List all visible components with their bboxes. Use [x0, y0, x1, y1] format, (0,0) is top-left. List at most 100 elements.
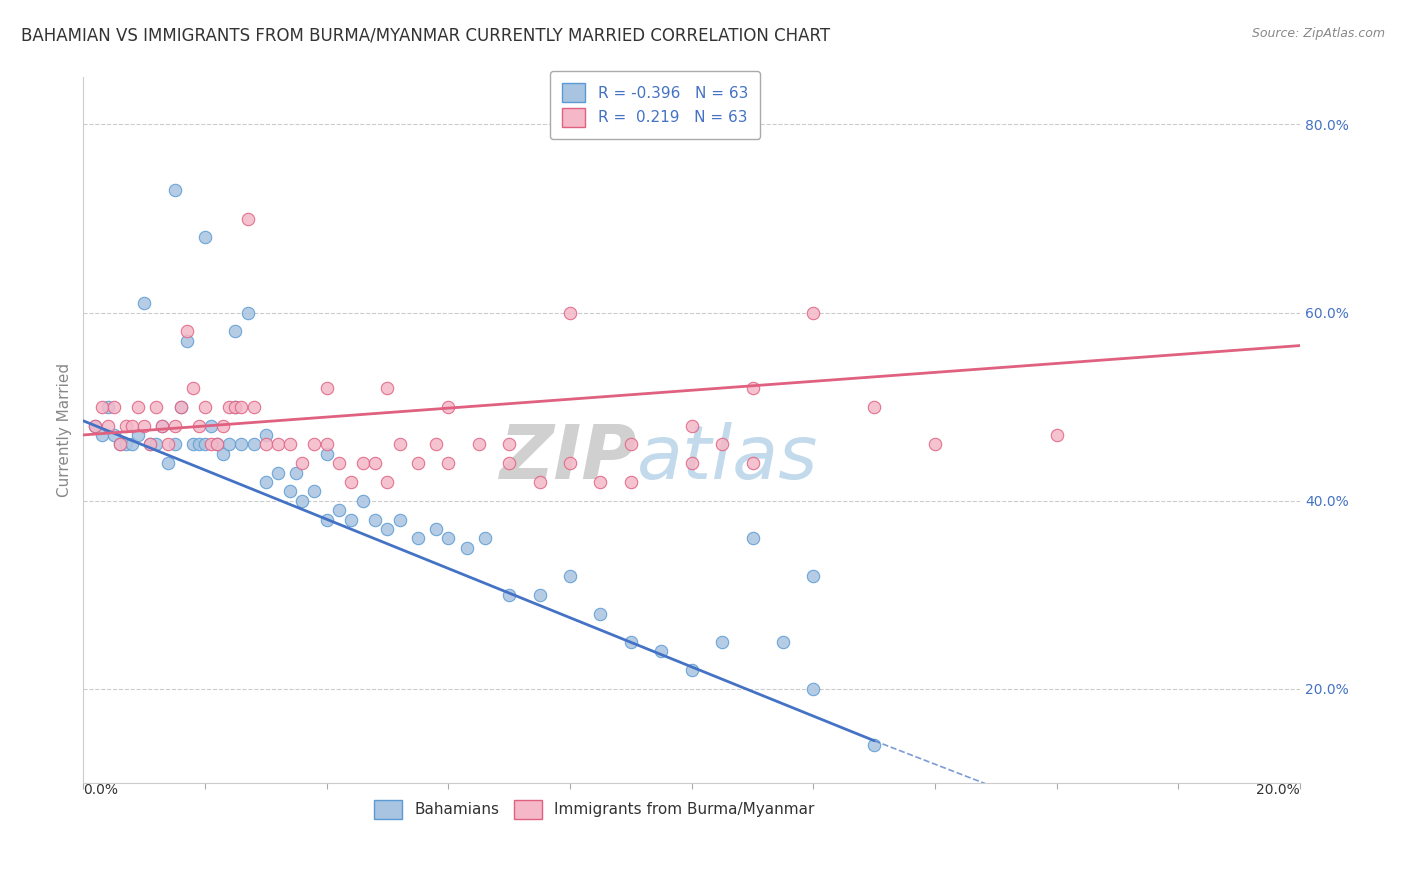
- Point: [115, 418, 138, 433]
- Point: [437, 532, 460, 546]
- Point: [741, 456, 763, 470]
- Text: 0.0%: 0.0%: [83, 783, 118, 797]
- Point: [291, 493, 314, 508]
- Point: [90, 400, 112, 414]
- Point: [437, 400, 460, 414]
- Point: [620, 437, 643, 451]
- Point: [150, 418, 173, 433]
- Point: [139, 437, 162, 451]
- Point: [145, 400, 167, 414]
- Point: [340, 475, 363, 489]
- Point: [236, 211, 259, 226]
- Point: [498, 437, 520, 451]
- Point: [157, 437, 180, 451]
- Point: [200, 418, 222, 433]
- Point: [127, 400, 149, 414]
- Point: [205, 437, 228, 451]
- Point: [194, 400, 217, 414]
- Point: [176, 334, 198, 348]
- Point: [108, 437, 131, 451]
- Point: [340, 513, 363, 527]
- Point: [285, 466, 308, 480]
- Point: [406, 456, 429, 470]
- Point: [103, 400, 125, 414]
- Point: [163, 437, 186, 451]
- Point: [97, 400, 120, 414]
- Point: [90, 428, 112, 442]
- Point: [236, 305, 259, 319]
- Point: [1046, 428, 1069, 442]
- Point: [529, 475, 551, 489]
- Point: [200, 437, 222, 451]
- Point: [304, 437, 326, 451]
- Point: [315, 447, 337, 461]
- Point: [772, 635, 794, 649]
- Point: [589, 475, 612, 489]
- Point: [187, 418, 209, 433]
- Point: [352, 456, 374, 470]
- Point: [187, 437, 209, 451]
- Point: [437, 456, 460, 470]
- Point: [681, 663, 703, 677]
- Point: [924, 437, 946, 451]
- Point: [163, 418, 186, 433]
- Point: [406, 532, 429, 546]
- Point: [863, 400, 886, 414]
- Point: [134, 418, 156, 433]
- Point: [681, 456, 703, 470]
- Point: [231, 400, 253, 414]
- Point: [498, 588, 520, 602]
- Point: [328, 456, 350, 470]
- Point: [121, 418, 143, 433]
- Point: [84, 418, 107, 433]
- Point: [388, 513, 411, 527]
- Point: [352, 493, 374, 508]
- Point: [97, 418, 120, 433]
- Point: [801, 681, 824, 696]
- Point: [224, 400, 246, 414]
- Point: [218, 437, 240, 451]
- Point: [84, 418, 107, 433]
- Point: [589, 607, 612, 621]
- Point: [254, 437, 277, 451]
- Point: [681, 418, 703, 433]
- Point: [711, 635, 734, 649]
- Point: [741, 381, 763, 395]
- Point: [115, 437, 138, 451]
- Point: [254, 475, 277, 489]
- Point: [388, 437, 411, 451]
- Point: [127, 428, 149, 442]
- Point: [139, 437, 162, 451]
- Point: [291, 456, 314, 470]
- Point: [425, 522, 447, 536]
- Point: [558, 305, 581, 319]
- Point: [425, 437, 447, 451]
- Point: [169, 400, 191, 414]
- Point: [377, 522, 399, 536]
- Point: [529, 588, 551, 602]
- Point: [711, 437, 734, 451]
- Point: [176, 325, 198, 339]
- Point: [145, 437, 167, 451]
- Point: [254, 428, 277, 442]
- Point: [267, 437, 290, 451]
- Point: [801, 305, 824, 319]
- Point: [103, 428, 125, 442]
- Point: [377, 381, 399, 395]
- Point: [205, 437, 228, 451]
- Point: [315, 381, 337, 395]
- Point: [218, 400, 240, 414]
- Legend: Bahamians, Immigrants from Burma/Myanmar: Bahamians, Immigrants from Burma/Myanmar: [368, 794, 821, 825]
- Point: [134, 296, 156, 310]
- Point: [194, 230, 217, 244]
- Text: 20.0%: 20.0%: [1257, 783, 1301, 797]
- Point: [108, 437, 131, 451]
- Point: [801, 569, 824, 583]
- Point: [150, 418, 173, 433]
- Point: [181, 381, 204, 395]
- Point: [163, 183, 186, 197]
- Y-axis label: Currently Married: Currently Married: [58, 363, 72, 498]
- Point: [278, 437, 301, 451]
- Point: [242, 400, 264, 414]
- Point: [620, 475, 643, 489]
